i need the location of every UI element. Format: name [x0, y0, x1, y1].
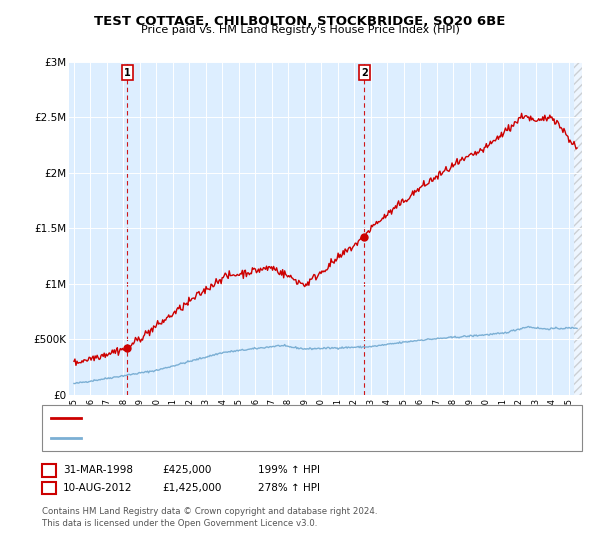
Text: £425,000: £425,000: [162, 465, 211, 475]
Text: 31-MAR-1998: 31-MAR-1998: [63, 465, 133, 475]
Text: 10-AUG-2012: 10-AUG-2012: [63, 483, 133, 493]
Text: TEST COTTAGE, CHILBOLTON, STOCKBRIDGE, SO20 6BE (detached house): TEST COTTAGE, CHILBOLTON, STOCKBRIDGE, S…: [85, 413, 446, 423]
Text: 199% ↑ HPI: 199% ↑ HPI: [258, 465, 320, 475]
Text: TEST COTTAGE, CHILBOLTON, STOCKBRIDGE, SO20 6BE: TEST COTTAGE, CHILBOLTON, STOCKBRIDGE, S…: [94, 15, 506, 28]
Text: 278% ↑ HPI: 278% ↑ HPI: [258, 483, 320, 493]
Bar: [574, 62, 582, 395]
Text: 1: 1: [124, 68, 131, 78]
Text: £1,425,000: £1,425,000: [162, 483, 221, 493]
Text: HPI: Average price, detached house, Test Valley: HPI: Average price, detached house, Test…: [85, 433, 317, 444]
Text: 2: 2: [361, 68, 368, 78]
Text: 2: 2: [45, 483, 53, 493]
Text: 1: 1: [45, 465, 53, 475]
Text: Contains HM Land Registry data © Crown copyright and database right 2024.
This d: Contains HM Land Registry data © Crown c…: [42, 507, 377, 528]
Text: Price paid vs. HM Land Registry's House Price Index (HPI): Price paid vs. HM Land Registry's House …: [140, 25, 460, 35]
